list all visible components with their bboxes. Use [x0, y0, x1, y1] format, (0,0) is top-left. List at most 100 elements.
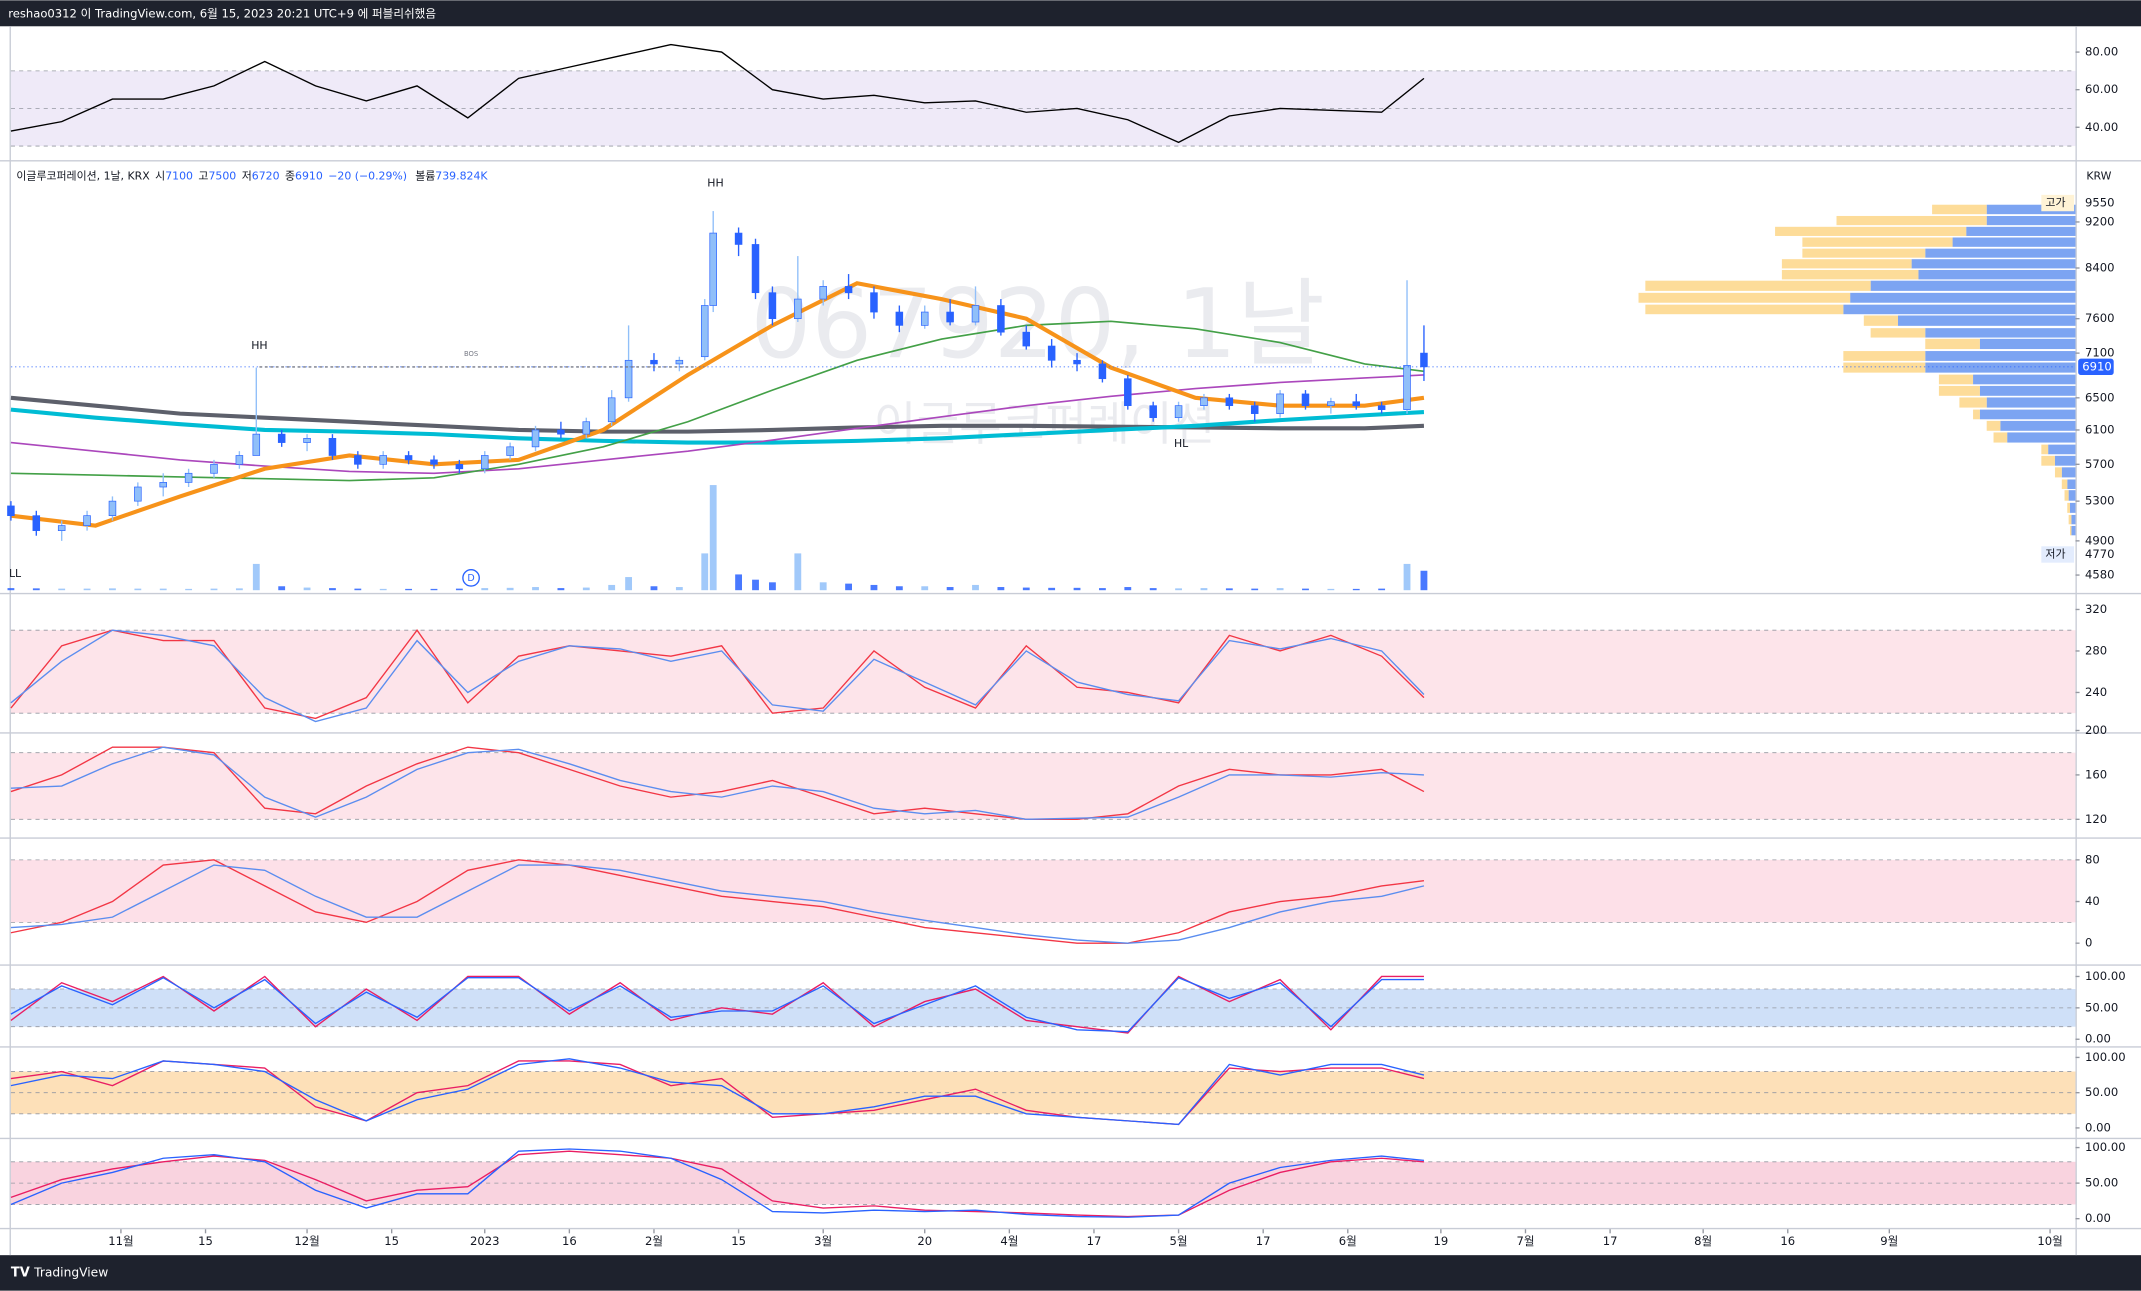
x-tick-label: 10월	[2037, 1234, 2062, 1248]
x-tick-label: 17	[1256, 1234, 1271, 1248]
y-tick-label: 5700	[2085, 457, 2115, 471]
marker-box	[2041, 546, 2075, 563]
series-line	[10, 746, 1424, 821]
profile-down	[1986, 397, 2076, 408]
y-tick-label: 4580	[2085, 568, 2115, 582]
profile-up	[2041, 455, 2055, 466]
candle-body	[650, 359, 658, 365]
volume-bar	[329, 588, 336, 591]
volume-bar	[946, 587, 954, 591]
candle-body	[557, 429, 565, 435]
candle-body	[277, 433, 286, 443]
legend-value: 6910	[295, 169, 323, 182]
dividend-marker[interactable]	[462, 569, 480, 587]
moving-average	[10, 281, 1425, 528]
candle-body	[1420, 352, 1428, 368]
candle-body	[7, 505, 15, 517]
volume-bar	[921, 586, 929, 591]
legend-label: 시	[155, 169, 165, 182]
volume-bar	[455, 588, 463, 591]
volume-bar	[1352, 588, 1360, 591]
volume-bar	[972, 584, 979, 591]
candle-body	[700, 305, 709, 358]
profile-up	[1645, 304, 1844, 315]
candle-body	[734, 232, 743, 245]
y-tick-label: 0.00	[2085, 1211, 2111, 1225]
profile-up	[1843, 351, 1926, 361]
profile-down	[1918, 269, 2076, 280]
profile-down	[1870, 280, 2076, 291]
profile-up	[1802, 237, 1953, 247]
y-tick-label: 160	[2085, 767, 2107, 781]
candle-body	[1403, 365, 1411, 410]
y-tick-label: 0.00	[2085, 1032, 2111, 1046]
profile-down	[1925, 351, 2076, 361]
y-tick-label: 80	[2085, 852, 2100, 866]
profile-down	[1973, 374, 2076, 385]
y-tick-label: 40	[2085, 894, 2100, 908]
legend-label: 고	[198, 169, 208, 182]
y-tick-label: 50.00	[2085, 1176, 2118, 1190]
candle-body	[32, 515, 41, 531]
candle-body	[404, 455, 413, 461]
y-tick-label: 4900	[2085, 533, 2115, 547]
volume-bar	[1251, 588, 1259, 591]
candle-body	[1301, 393, 1310, 407]
volume-bar	[650, 586, 658, 591]
candle-body	[1124, 378, 1132, 407]
x-tick-label: 2월	[645, 1234, 663, 1248]
x-tick-label: 6월	[1339, 1234, 1357, 1248]
profile-up	[2061, 479, 2068, 489]
candle-body	[794, 298, 802, 320]
volume-bar	[735, 574, 743, 591]
volume-bar	[709, 485, 717, 591]
candle-body	[184, 472, 193, 483]
candle-body	[920, 311, 929, 326]
legend-change: −20 (−0.29%)	[328, 169, 407, 182]
legend-label: 저	[242, 169, 252, 182]
volume-bar	[134, 588, 142, 591]
candle-body	[379, 455, 387, 465]
profile-up	[1932, 204, 1987, 215]
profile-down	[1966, 226, 2076, 236]
y-tick-label: 80.00	[2085, 45, 2118, 59]
profile-up	[1638, 292, 1851, 303]
y-tick-label: 6100	[2085, 422, 2115, 436]
profile-down	[2069, 502, 2076, 513]
volume-bar	[769, 582, 776, 591]
volume-bar	[794, 553, 802, 591]
band	[10, 630, 2076, 714]
volume-bar	[1378, 588, 1386, 591]
x-tick-label: 19	[1433, 1234, 1448, 1248]
moving-average	[10, 320, 1425, 482]
candle-body	[134, 486, 142, 502]
volume-bar	[1149, 588, 1157, 591]
candle-body	[1225, 397, 1234, 407]
candle-body	[1098, 363, 1107, 380]
profile-down	[2007, 432, 2076, 443]
profile-down	[2071, 525, 2076, 536]
candle-body	[108, 500, 117, 517]
header-text: reshao0312 이 TradingView.com, 6월 15, 202…	[8, 6, 436, 20]
x-tick-label: 8월	[1694, 1234, 1712, 1248]
profile-up	[1938, 385, 1980, 396]
footer-brand: TradingView	[33, 1265, 108, 1279]
candle-body	[675, 359, 684, 365]
volume-bar	[185, 588, 193, 591]
volume-bar	[895, 586, 903, 591]
profile-down	[1952, 237, 2076, 247]
profile-up	[1802, 248, 1926, 258]
candle-body	[870, 292, 878, 313]
panes	[0, 26, 2141, 1256]
moving-average	[10, 407, 1425, 445]
profile-up	[1925, 338, 1980, 350]
x-tick-label: 7월	[1516, 1234, 1534, 1248]
volume-bar	[354, 588, 362, 591]
series-line	[10, 1060, 1425, 1126]
x-tick-label: 2023	[470, 1234, 500, 1248]
candle-body	[1250, 405, 1259, 414]
legend-label: 종	[285, 169, 295, 182]
profile-up	[2064, 490, 2069, 501]
volume-bar	[752, 579, 759, 591]
y-tick-label: 120	[2085, 812, 2107, 826]
